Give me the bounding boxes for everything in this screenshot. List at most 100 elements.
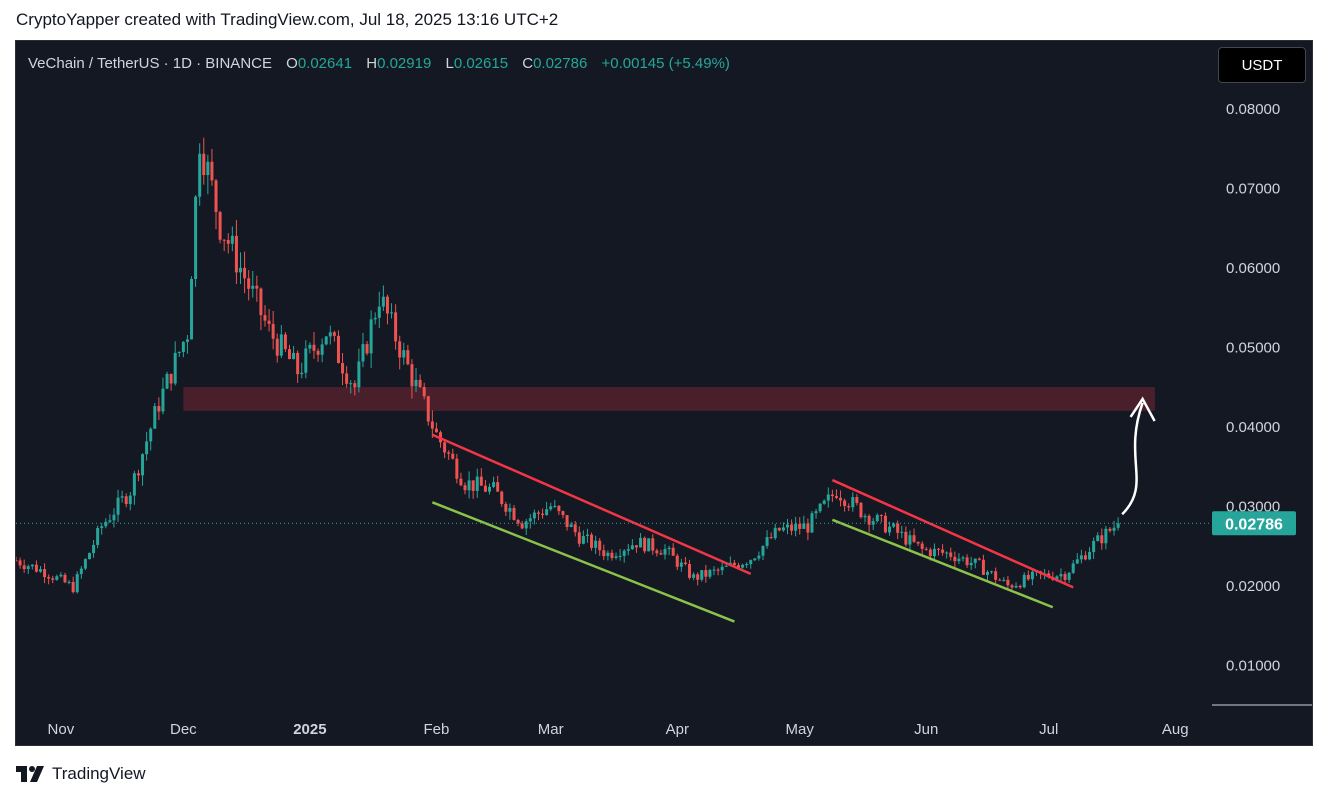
close-key: C <box>522 55 534 72</box>
candle-body <box>161 388 165 412</box>
candle-body <box>128 495 132 505</box>
candle-body <box>1030 571 1034 580</box>
candle-body <box>961 557 965 559</box>
candle-body <box>177 352 181 354</box>
candle-body <box>202 153 206 176</box>
candle-body <box>198 153 202 197</box>
candle-body <box>504 503 508 512</box>
candle-body <box>545 509 549 515</box>
candle-body <box>1063 574 1067 580</box>
candle-body <box>630 545 634 550</box>
candle-body <box>614 556 618 558</box>
candle-body <box>1083 555 1087 560</box>
x-axis-tick-label: Apr <box>666 721 689 738</box>
candle-body <box>165 373 169 389</box>
candle-body <box>434 428 438 433</box>
candle-body <box>279 334 283 356</box>
candle-body <box>92 544 96 554</box>
currency-button[interactable]: USDT <box>1218 47 1306 83</box>
candle-body <box>512 508 516 520</box>
candle-body <box>1018 585 1022 588</box>
candle-body <box>471 480 475 491</box>
candle-body <box>328 332 332 337</box>
candle-body <box>16 560 18 562</box>
candle-body <box>998 579 1002 581</box>
candle-body <box>1006 579 1010 586</box>
candle-body <box>1108 528 1112 531</box>
candle-body <box>590 534 594 548</box>
candle-body <box>87 553 91 560</box>
candle-body <box>794 523 798 531</box>
candle-body <box>928 549 932 557</box>
candle-body <box>761 545 765 556</box>
candle-body <box>720 566 724 571</box>
x-axis-tick-label: Jul <box>1039 721 1058 738</box>
candle-body <box>581 536 585 544</box>
candle-body <box>47 577 51 579</box>
candle-body <box>688 563 692 578</box>
candle-body <box>316 350 320 355</box>
candle-body <box>1092 541 1096 553</box>
candle-body <box>1055 576 1059 580</box>
candle-body <box>675 555 679 567</box>
candle-body <box>67 581 71 583</box>
low-value: 0.02615 <box>453 55 509 72</box>
candle-body <box>349 383 353 385</box>
candle-body <box>479 476 483 486</box>
y-axis-tick-label: 0.07000 <box>1226 180 1280 197</box>
candle-body <box>459 478 463 486</box>
candle-body <box>63 574 67 583</box>
candle-body <box>210 161 214 181</box>
candle-body <box>765 537 769 546</box>
candle-body <box>251 285 255 289</box>
footer-brand[interactable]: TradingView <box>16 764 146 784</box>
x-axis-tick-label: Feb <box>424 721 450 738</box>
candle-body <box>483 485 487 492</box>
candle-body <box>1116 523 1120 528</box>
candle-body <box>467 480 471 491</box>
candle-body <box>373 317 377 320</box>
candle-body <box>410 364 414 387</box>
candle-body <box>806 523 810 533</box>
candle-body <box>696 574 700 580</box>
y-axis-tick-label: 0.03000 <box>1226 498 1280 515</box>
candle-body <box>145 441 149 455</box>
candle-body <box>973 558 977 563</box>
high-key: H <box>366 55 378 72</box>
candle-body <box>83 559 87 569</box>
candle-body <box>1026 574 1030 580</box>
candle-body <box>990 571 994 573</box>
candle-body <box>100 526 104 529</box>
candle-body <box>267 320 271 324</box>
price-chart[interactable]: 0.08000 0.07000 0.06000 0.05000 0.04000 0.030… <box>16 41 1313 746</box>
symbol-label[interactable]: VeChain / TetherUS · 1D · BINANCE <box>28 55 272 72</box>
candle-body <box>402 350 406 358</box>
candle-body <box>1079 555 1083 560</box>
candle-body <box>785 524 789 528</box>
candle-body <box>908 535 912 545</box>
candle-body <box>247 278 251 289</box>
candle-body <box>26 566 30 570</box>
candle-body <box>912 535 916 542</box>
resistance-trendline <box>831 478 1074 589</box>
candle-body <box>230 235 234 244</box>
candle-body <box>190 278 194 340</box>
candle-body <box>541 513 545 515</box>
candle-body <box>994 571 998 580</box>
candle-body <box>308 344 312 349</box>
candle-body <box>618 555 622 557</box>
candle-body <box>51 578 55 580</box>
resistance-trendline <box>431 433 752 576</box>
candle-body <box>847 506 851 508</box>
candle-body <box>953 556 957 562</box>
chart-panel[interactable]: 0.08000 0.07000 0.06000 0.05000 0.04000 0.030… <box>15 40 1313 746</box>
candle-body <box>239 267 243 273</box>
candle-body <box>43 569 47 578</box>
x-axis-tick-label: 2025 <box>293 721 326 738</box>
candle-body <box>422 387 426 397</box>
candle-body <box>104 521 108 527</box>
candle-body <box>532 512 536 519</box>
candle-body <box>667 547 671 550</box>
y-axis-tick-label: 0.04000 <box>1226 419 1280 436</box>
candle-body <box>753 558 757 561</box>
